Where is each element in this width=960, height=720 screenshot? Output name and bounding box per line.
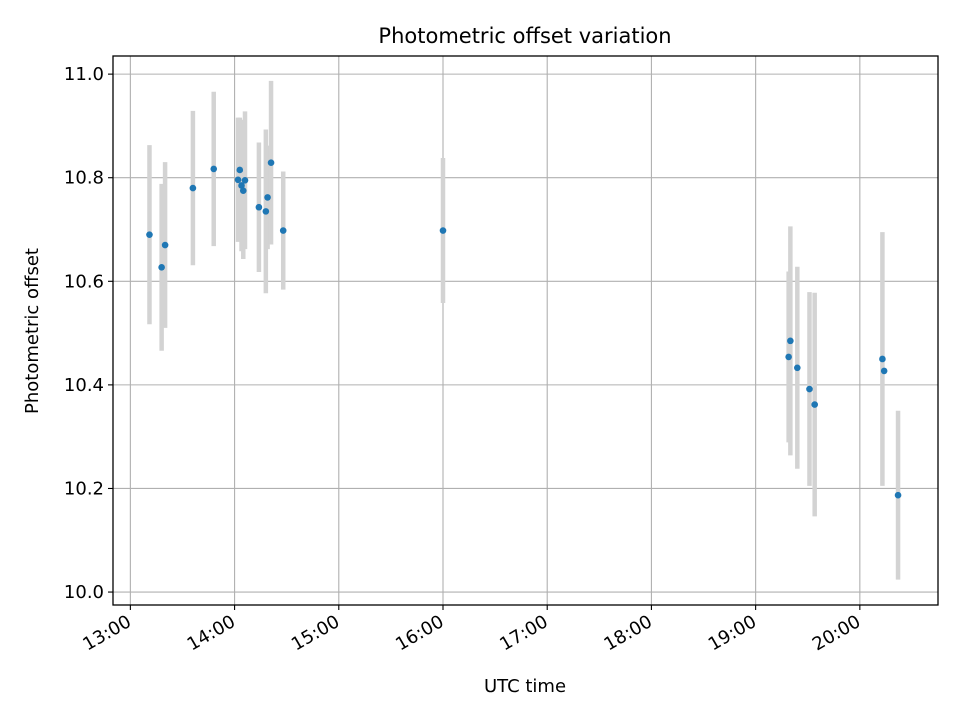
data-point <box>279 227 287 234</box>
data-point <box>234 176 242 184</box>
data-point <box>241 177 249 184</box>
data-points <box>146 159 902 499</box>
data-point <box>439 227 447 234</box>
chart-title: Photometric offset variation <box>378 24 671 48</box>
data-point <box>262 208 270 215</box>
data-point <box>236 166 244 174</box>
x-tick-label: 18:00 <box>600 611 655 655</box>
data-point <box>158 264 165 271</box>
y-tick-label: 10.8 <box>64 168 104 189</box>
data-point <box>880 367 888 375</box>
grid <box>113 56 938 605</box>
data-point <box>806 385 813 393</box>
data-point <box>210 165 218 173</box>
y-tick-label: 10.6 <box>64 271 104 292</box>
x-tick-label: 15:00 <box>288 611 343 655</box>
data-point <box>189 184 197 192</box>
x-tick-label: 19:00 <box>705 611 760 655</box>
x-tick-label: 17:00 <box>496 611 551 655</box>
data-point <box>238 182 245 189</box>
y-tick-label: 10.0 <box>64 582 104 603</box>
data-point <box>239 187 247 194</box>
y-axis-label: Photometric offset <box>22 248 43 414</box>
error-bars <box>147 80 901 580</box>
x-tick-label: 16:00 <box>392 611 447 655</box>
data-point <box>879 355 886 363</box>
data-point <box>146 231 153 238</box>
x-tick-label: 20:00 <box>809 611 864 655</box>
data-point <box>787 337 794 345</box>
data-point <box>255 203 263 211</box>
data-point <box>785 353 792 361</box>
data-point <box>894 491 902 499</box>
y-tick-label: 10.2 <box>64 478 104 499</box>
x-axis: 13:00 14:00 15:00 16:00 17:00 18:00 19:00 20:00 <box>79 605 864 655</box>
y-axis: 10.0 10.2 10.4 10.6 10.8 11.0 <box>64 64 113 603</box>
data-point <box>264 194 271 201</box>
data-point <box>267 159 275 166</box>
x-tick-label: 13:00 <box>79 611 134 655</box>
data-point <box>161 241 169 249</box>
plot-frame <box>112 55 939 606</box>
x-tick-label: 14:00 <box>184 611 239 655</box>
y-tick-label: 11.0 <box>64 64 104 85</box>
data-point <box>811 401 818 408</box>
x-axis-label: UTC time <box>484 676 566 697</box>
y-tick-label: 10.4 <box>64 375 104 396</box>
data-point <box>794 364 801 372</box>
